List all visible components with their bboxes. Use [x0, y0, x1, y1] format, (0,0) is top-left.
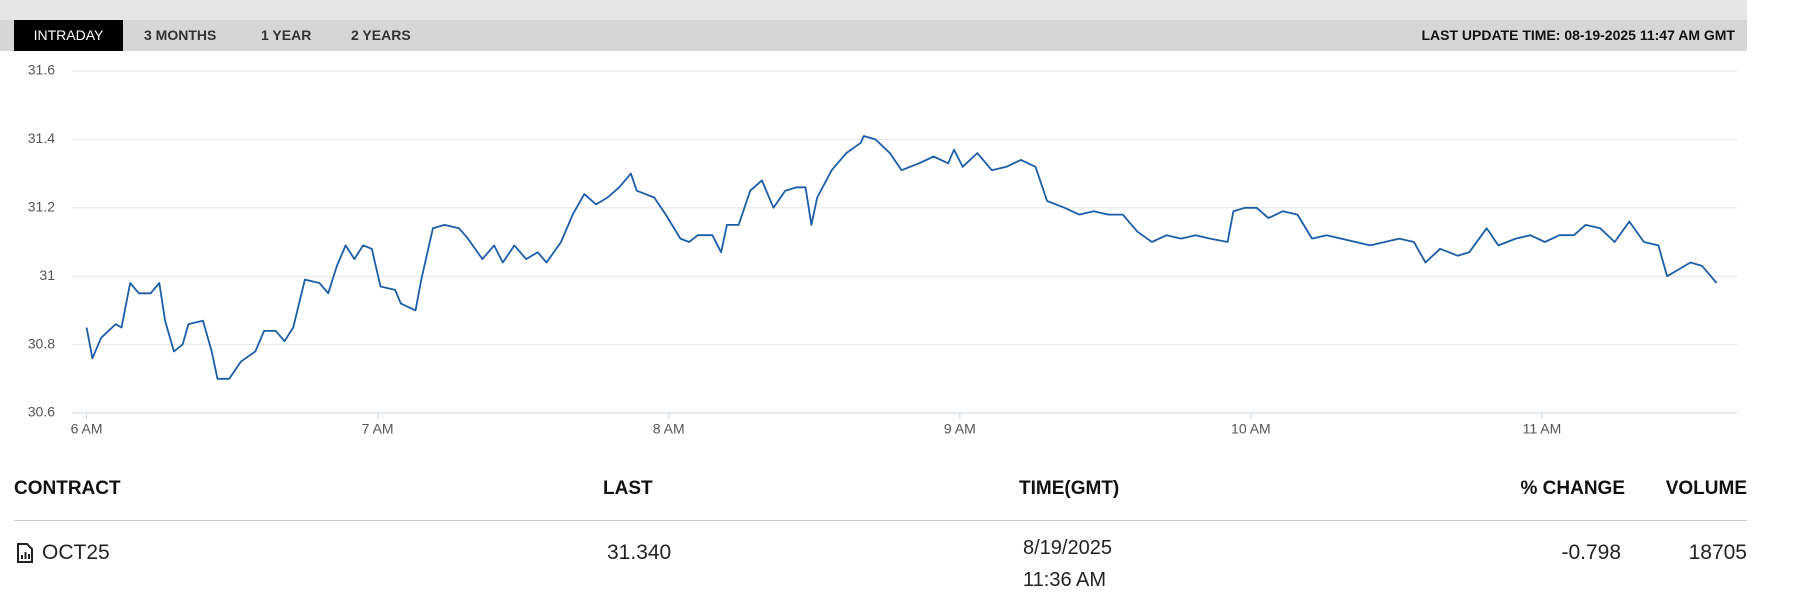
y-tick-label: 31.2 [28, 199, 55, 215]
last: 31.340 [607, 541, 672, 564]
time: 11:36 AM [1023, 569, 1107, 591]
top-bar [0, 0, 1747, 20]
x-tick-label: 7 AM [362, 421, 394, 437]
chart: 30.6 30.8 31 31.2 31.4 31.6 6 AM 7 AM 8 AM 9 AM 10… [28, 62, 1737, 437]
y-tick-label: 30.8 [28, 335, 55, 351]
y-tick-label: 31.4 [28, 130, 55, 146]
y-tick-label: 30.6 [28, 404, 55, 420]
x-tick-label: 10 AM [1231, 421, 1271, 437]
document-icon [17, 543, 33, 563]
table-header: CONTRACT [14, 478, 121, 499]
table-header: VOLUME [1665, 478, 1747, 499]
x-tick-label: 9 AM [944, 421, 976, 437]
date: 8/19/2025 [1023, 537, 1112, 559]
tab[interactable]: 3 MONTHS [144, 27, 217, 43]
tab[interactable]: 1 YEAR [261, 27, 312, 43]
change: -0.798 [1561, 541, 1621, 564]
y-tick-label: 31.6 [28, 62, 55, 78]
table-header: LAST [603, 478, 653, 499]
divider [14, 520, 1747, 521]
y-tick-label: 31 [39, 267, 55, 283]
tab[interactable]: INTRADAY [14, 20, 123, 51]
table-header: % CHANGE [1520, 478, 1625, 499]
tab-bar: INTRADAY 3 MONTHS 1 YEAR 2 YEARS LAST UP… [0, 20, 1747, 51]
price-line [85, 135, 1718, 380]
volume: 18705 [1688, 541, 1747, 564]
x-tick-label: 6 AM [71, 421, 103, 437]
last-update: LAST UPDATE TIME: 08-19-2025 11:47 AM GM… [1421, 27, 1735, 43]
contract[interactable]: OCT25 [42, 541, 110, 564]
tab[interactable]: 2 YEARS [351, 27, 411, 43]
table-header: TIME(GMT) [1019, 478, 1120, 499]
x-tick-label: 8 AM [653, 421, 685, 437]
x-tick-label: 11 AM [1523, 421, 1562, 437]
